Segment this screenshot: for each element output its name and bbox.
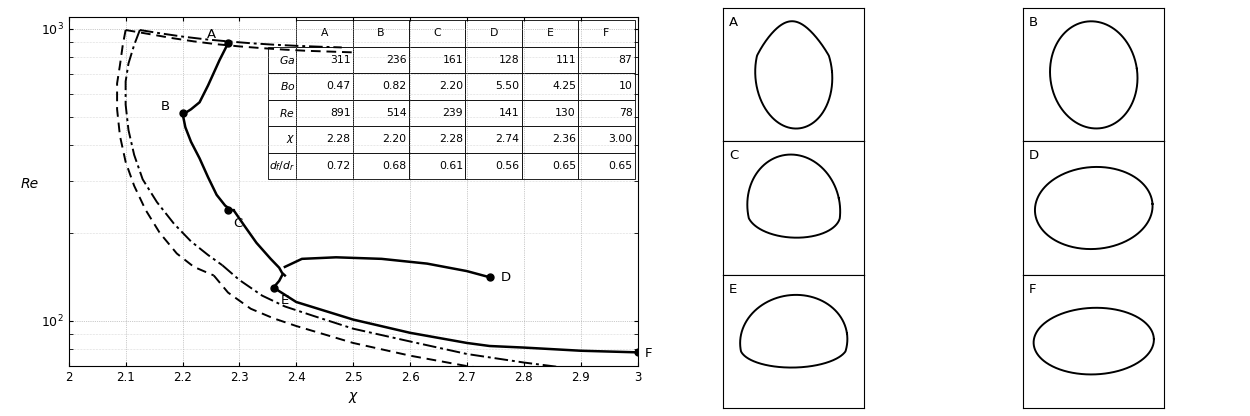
Text: A: A (208, 28, 216, 41)
Text: C: C (729, 149, 739, 162)
Text: B: B (1029, 16, 1038, 29)
Text: A: A (729, 16, 738, 29)
Text: E: E (280, 294, 289, 307)
Text: F: F (1029, 282, 1036, 295)
Text: F: F (645, 347, 652, 359)
X-axis label: χ: χ (349, 389, 358, 404)
Text: E: E (729, 282, 738, 295)
Text: D: D (1029, 149, 1039, 162)
Y-axis label: Re: Re (21, 177, 39, 191)
Text: D: D (501, 271, 511, 285)
Text: B: B (160, 100, 170, 114)
Text: C: C (234, 217, 242, 230)
